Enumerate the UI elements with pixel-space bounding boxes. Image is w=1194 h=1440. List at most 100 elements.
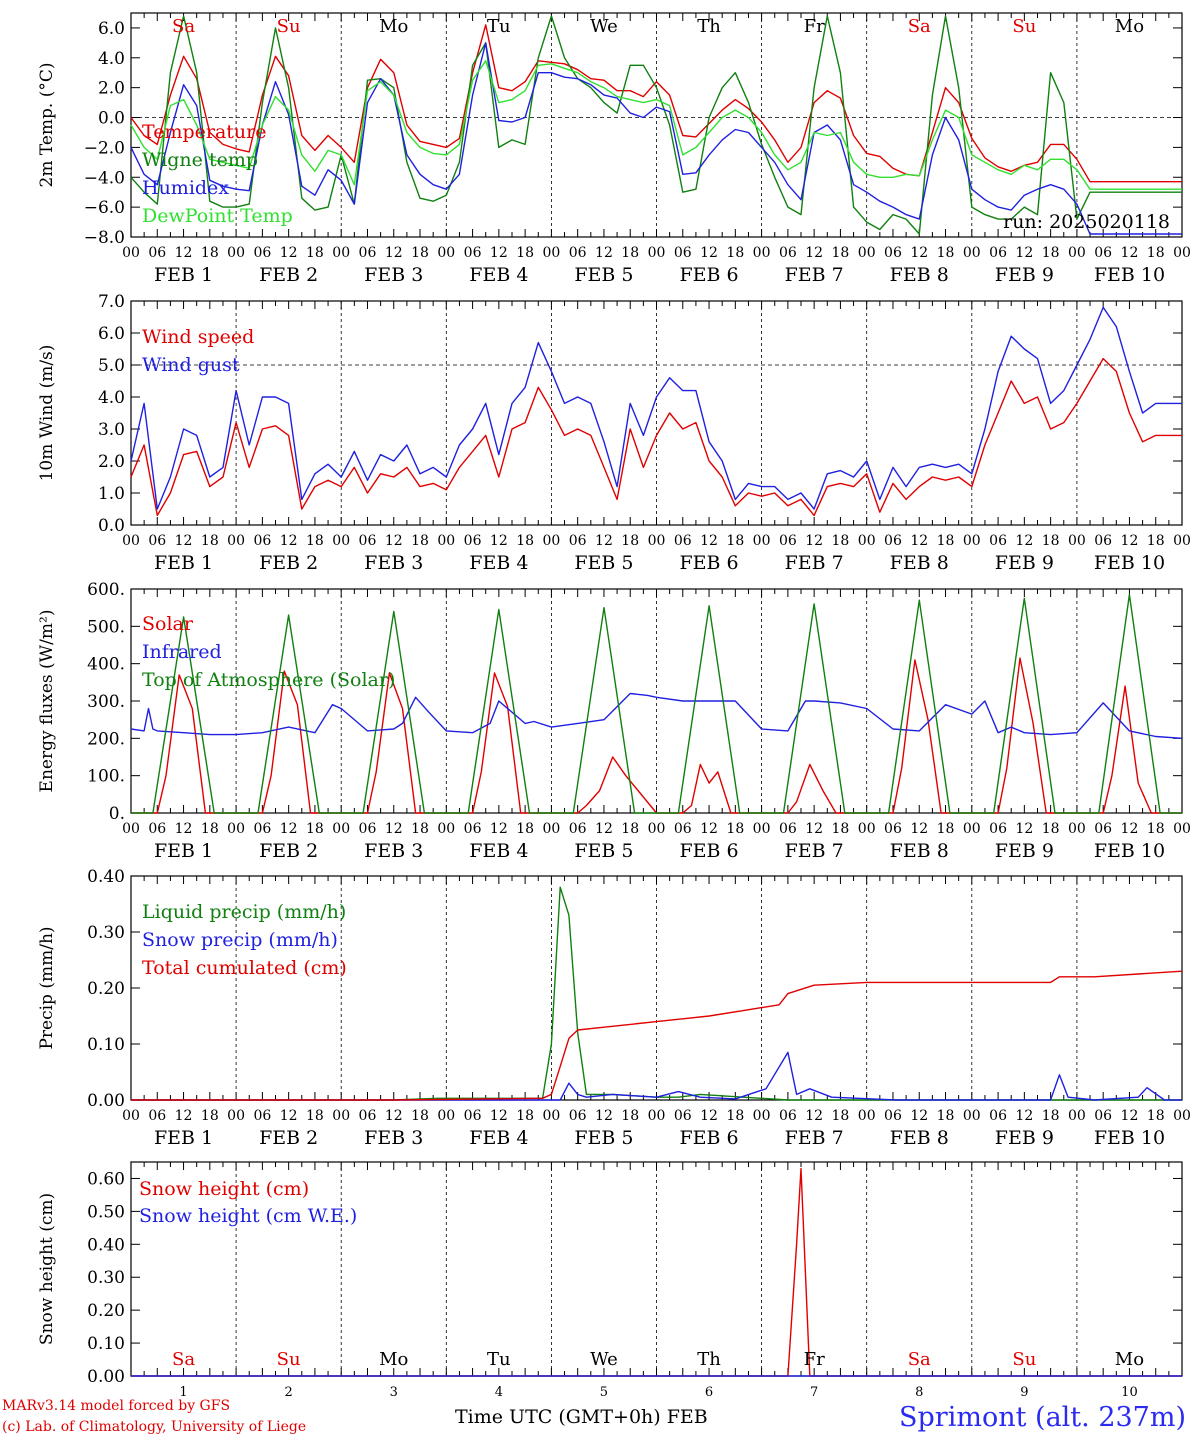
hour-tick-label: 00 [227,821,245,837]
legend-entry: Wind speed [142,326,254,348]
date-label: FEB 3 [364,264,423,286]
series-line-4 [130,60,1182,190]
hour-tick-label: 00 [1068,245,1086,261]
date-label: FEB 5 [574,264,633,286]
hour-tick-label: 12 [1015,821,1033,837]
day-number-label: 4 [495,1385,503,1400]
hour-tick-label: 06 [779,1108,797,1124]
hour-tick-label: 12 [1015,245,1033,261]
legend-entry: DewPoint Temp [142,205,293,227]
hour-tick-label: 18 [306,1108,324,1124]
hour-tick-label: 06 [569,1108,587,1124]
hour-tick-label: 06 [569,533,587,549]
hour-tick-label: 00 [122,245,140,261]
hour-tick-label: 18 [411,821,429,837]
hour-tick-label: 12 [910,821,928,837]
hour-tick-label: 00 [122,533,140,549]
hour-tick-label: 06 [884,1108,902,1124]
hour-tick-label: 18 [1147,1108,1165,1124]
hour-tick-label: 12 [280,821,298,837]
hour-tick-label: 12 [175,245,193,261]
weekday-label-bottom: Tu [487,1349,511,1370]
legend-entry: Humidex [142,177,229,199]
legend-entry: Snow height (cm W.E.) [139,1205,357,1227]
y-tick-label: 3.0 [98,420,125,440]
hour-tick-label: 12 [805,245,823,261]
plot-frame [130,300,1183,526]
hour-tick-label: 00 [858,821,876,837]
date-label: FEB 7 [785,264,844,286]
hour-tick-label: 06 [884,245,902,261]
hour-tick-label: 18 [516,821,534,837]
hour-tick-label: 06 [253,1108,271,1124]
hour-tick-label: 00 [542,821,560,837]
hour-tick-label: 18 [1042,821,1060,837]
hour-tick-label: 06 [359,821,377,837]
y-axis-title: Precip (mm/h) [37,926,57,1049]
credit-lab: (c) Lab. of Climatology, University of L… [2,1419,307,1435]
hour-tick-label: 12 [910,1108,928,1124]
hour-tick-label: 12 [595,533,613,549]
weekday-label-top: Mo [379,16,408,37]
y-tick-label: 0.60 [87,1169,125,1189]
y-tick-label: 0.20 [87,1301,125,1321]
hour-tick-label: 12 [805,821,823,837]
hour-tick-label: 18 [832,821,850,837]
weekday-label-top: Fr [804,16,825,37]
hour-tick-label: 06 [989,245,1007,261]
hour-tick-label: 12 [280,1108,298,1124]
hour-tick-label: 12 [385,821,403,837]
hour-tick-label: 06 [359,245,377,261]
hour-tick-label: 00 [1068,533,1086,549]
hour-tick-label: 12 [490,245,508,261]
y-tick-label: 300. [87,692,125,712]
date-label: FEB 9 [995,840,1054,862]
hour-tick-label: 00 [437,533,455,549]
date-label: FEB 6 [679,552,738,574]
y-tick-label: 100. [87,767,125,787]
y-tick-label: −4.0 [84,168,125,188]
weekday-label-top: Sa [908,16,931,37]
date-label: FEB 10 [1094,552,1165,574]
hour-tick-label: 12 [490,533,508,549]
date-label: FEB 1 [154,552,213,574]
date-label: FEB 10 [1094,840,1165,862]
hour-tick-label: 06 [464,1108,482,1124]
series-line-2 [130,692,1183,739]
date-label: FEB 4 [469,1127,528,1149]
y-axis-title: 2m Temp. (°C) [37,62,57,187]
hour-tick-label: 00 [227,1108,245,1124]
hour-tick-label: 18 [411,533,429,549]
hour-tick-label: 06 [674,1108,692,1124]
weekday-label-bottom: Sa [172,1349,195,1370]
hour-tick-label: 12 [175,533,193,549]
hour-tick-label: 00 [332,245,350,261]
hour-tick-label: 00 [753,533,771,549]
hour-tick-label: 06 [884,821,902,837]
legend-entry: Snow precip (mm/h) [142,929,338,951]
hour-tick-label: 18 [1042,533,1060,549]
hour-tick-label: 18 [516,245,534,261]
hour-tick-label: 06 [884,533,902,549]
hour-tick-label: 00 [1173,1108,1191,1124]
hour-tick-label: 06 [569,245,587,261]
y-tick-label: 4.0 [98,49,125,69]
hour-tick-label: 00 [1173,533,1191,549]
hour-tick-label: 12 [490,821,508,837]
hour-tick-label: 00 [122,1108,140,1124]
legend-entry: Total cumulated (cm) [142,957,347,979]
hour-tick-label: 12 [1121,1108,1139,1124]
date-label: FEB 3 [364,1127,423,1149]
hour-tick-label: 12 [1015,533,1033,549]
date-label: FEB 1 [154,264,213,286]
hour-tick-label: 18 [621,533,639,549]
date-label: FEB 4 [469,840,528,862]
hour-tick-label: 12 [910,245,928,261]
hour-tick-label: 00 [648,821,666,837]
hour-tick-label: 12 [385,245,403,261]
hour-tick-label: 00 [437,821,455,837]
legend-entry: Wigne temp [142,149,258,171]
hour-tick-label: 00 [858,245,876,261]
hour-tick-label: 18 [516,533,534,549]
